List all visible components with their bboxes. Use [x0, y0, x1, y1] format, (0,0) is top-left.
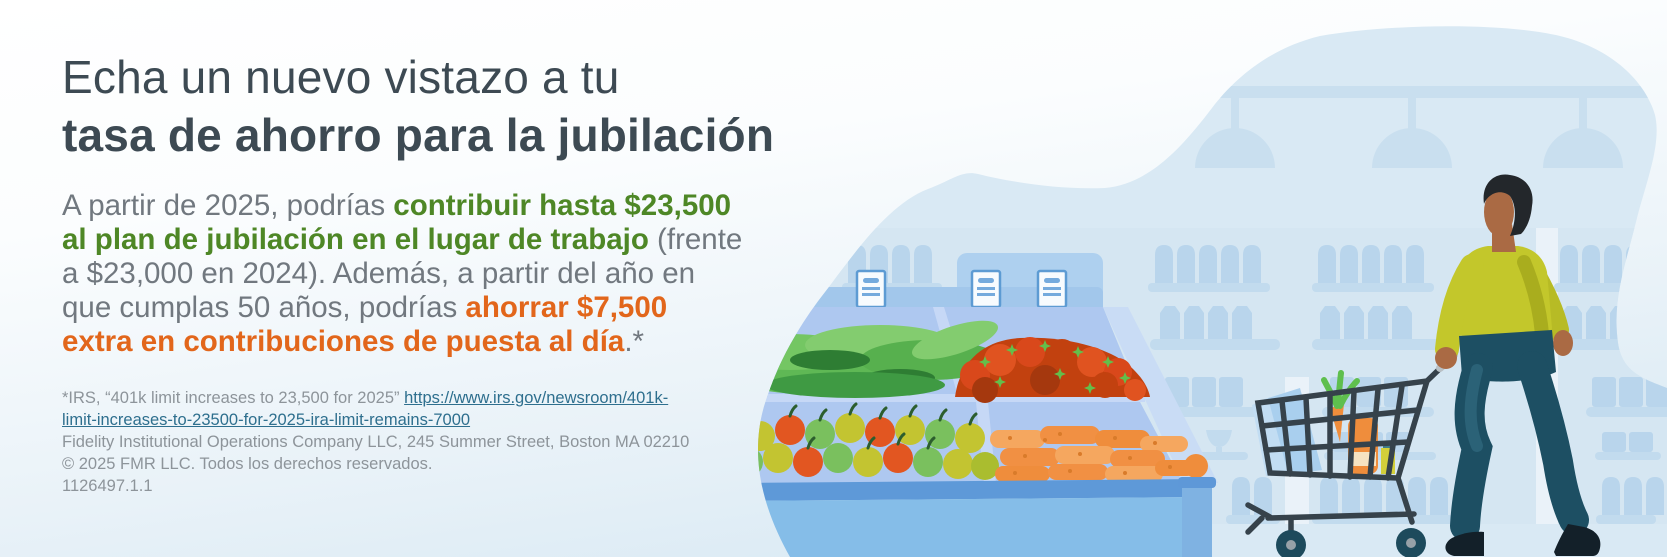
body-line-2-text: (frente [648, 223, 743, 256]
front-shoe [1445, 531, 1484, 556]
back-shoe [1554, 524, 1601, 556]
body-line-5-highlight: extra en contribuciones de puesta al día [62, 325, 625, 358]
footnote-address: Fidelity Institutional Operations Compan… [62, 433, 690, 451]
body-line-4-text: que cumplas 50 años, podrías [62, 291, 466, 324]
headline-line-2: tasa de ahorro para la jubilación [62, 109, 775, 161]
carrots-bin [990, 426, 1195, 482]
footnote-link-line: limit-increases-to-23500-for-2025-ira-li… [62, 409, 689, 431]
body-line-4-highlight: ahorrar $7,500 [465, 291, 668, 324]
body-line-1-highlight: contribuir hasta $23,500 [393, 189, 732, 222]
body-line-5-text: .* [624, 325, 644, 358]
produce-stand-sign-cards [855, 269, 1068, 309]
body-line-5: extra en contribuciones de puesta al día… [62, 325, 742, 359]
man-shopper [1435, 174, 1601, 556]
headline-block: Echa un nuevo vistazo a tu tasa de ahorr… [62, 48, 774, 164]
stand-base [758, 497, 1203, 557]
shopping-cart-with-groceries [1245, 351, 1458, 557]
near-arm [1435, 254, 1484, 361]
stand-front-band [758, 479, 1203, 501]
footnote-source-line: *IRS, “401k limit increases to 23,500 fo… [62, 387, 689, 409]
headline-line-1: Echa un nuevo vistazo a tu [62, 51, 620, 103]
irs-link-line-1[interactable]: https://www.irs.gov/newsroom/401k- [404, 389, 669, 407]
face [1484, 188, 1514, 236]
footnote-copyright: © 2025 FMR LLC. Todos los derechos reser… [62, 455, 433, 473]
footnote-tracking-number: 1126497.1.1 [62, 477, 153, 495]
body-line-3: a $23,000 en 2024). Además, a partir del… [62, 257, 742, 291]
neck [1492, 224, 1516, 252]
body-copy: A partir de 2025, podrías contribuir has… [62, 189, 742, 359]
ceiling-pendant-lamps [1150, 86, 1667, 168]
goblet-icon [1206, 430, 1232, 447]
tomatoes-bin [955, 337, 1150, 403]
orange-on-pedestal [1178, 454, 1216, 557]
irs-link-line-2[interactable]: limit-increases-to-23500-for-2025-ira-li… [62, 411, 471, 429]
back-leg [1517, 351, 1589, 535]
footnote-block: *IRS, “401k limit increases to 23,500 fo… [62, 387, 689, 497]
body-line-2-highlight: al plan de jubilación en el lugar de tra… [62, 223, 649, 256]
body-line-1-text: A partir de 2025, podrías [62, 189, 394, 222]
near-hand [1435, 347, 1457, 369]
body-line-4: que cumplas 50 años, podrías ahorrar $7,… [62, 291, 742, 325]
body-line-2: al plan de jubilación en el lugar de tra… [62, 223, 742, 257]
footnote-source-text: *IRS, “401k limit increases to 23,500 fo… [62, 389, 405, 407]
body-line-1: A partir de 2025, podrías contribuir has… [62, 189, 742, 223]
hair [1483, 174, 1533, 236]
body-line-3-text: a $23,000 en 2024). Además, a partir del… [62, 257, 696, 290]
apples-bin [758, 402, 999, 480]
produce-stand [758, 253, 1218, 557]
far-hand [1553, 330, 1573, 356]
